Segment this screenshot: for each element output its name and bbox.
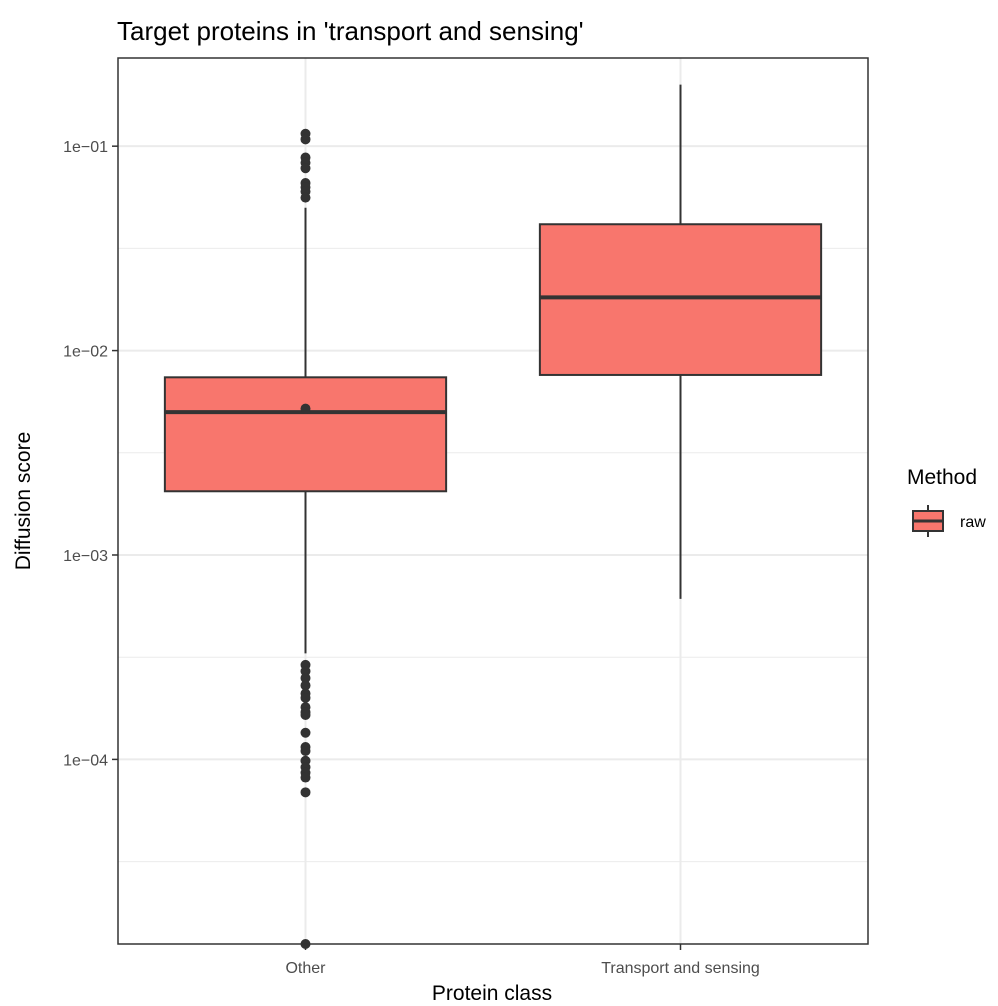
plot-panel <box>118 58 868 944</box>
outlier-point <box>300 163 311 174</box>
y-tick-label: 1e−04 <box>63 752 108 769</box>
outlier-point <box>300 666 311 677</box>
outlier-point <box>300 673 311 684</box>
y-tick-label: 1e−01 <box>63 139 108 156</box>
outlier-point <box>300 692 311 703</box>
outlier-point <box>300 787 311 798</box>
outlier-point <box>300 745 311 756</box>
y-axis: 1e−01 1e−02 1e−03 1e−04 <box>63 139 118 769</box>
y-tick-label: 1e−02 <box>63 344 108 361</box>
outlier-point <box>300 709 311 720</box>
legend: Method raw <box>907 466 986 537</box>
outlier-point <box>300 680 311 691</box>
boxes-layer <box>163 84 823 949</box>
outlier-point <box>300 192 311 203</box>
outlier-point <box>300 772 311 783</box>
outlier-point <box>300 134 311 145</box>
x-axis: Other Transport and sensing <box>285 944 760 977</box>
box-transport-and-sensing <box>538 84 823 599</box>
x-axis-title: Protein class <box>432 982 552 1005</box>
x-tick-label: Transport and sensing <box>601 960 760 977</box>
box-iqr <box>163 376 448 493</box>
legend-title: Method <box>907 466 977 489</box>
x-tick-label: Other <box>285 960 326 977</box>
plot-border <box>117 57 869 945</box>
legend-label: raw <box>960 514 986 531</box>
outlier-point <box>300 403 311 414</box>
chart-title: Target proteins in 'transport and sensin… <box>117 16 584 46</box>
box-other <box>163 128 448 949</box>
y-tick-label: 1e−03 <box>63 548 108 565</box>
outlier-point <box>300 727 311 738</box>
y-axis-title: Diffusion score <box>12 432 35 571</box>
box-iqr <box>538 223 823 376</box>
